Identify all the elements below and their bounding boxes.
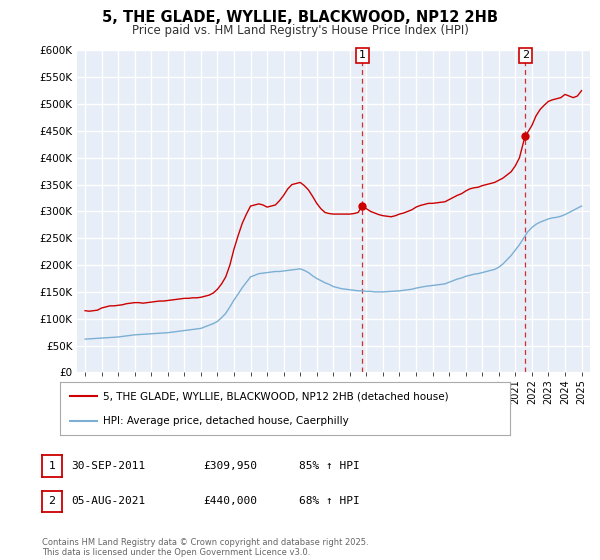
Text: £309,950: £309,950 — [203, 461, 257, 471]
Text: 1: 1 — [49, 461, 55, 471]
Text: 1: 1 — [359, 50, 366, 60]
Text: 5, THE GLADE, WYLLIE, BLACKWOOD, NP12 2HB (detached house): 5, THE GLADE, WYLLIE, BLACKWOOD, NP12 2H… — [103, 391, 448, 402]
Text: Contains HM Land Registry data © Crown copyright and database right 2025.
This d: Contains HM Land Registry data © Crown c… — [42, 538, 368, 557]
Text: 2: 2 — [521, 50, 529, 60]
Text: 05-AUG-2021: 05-AUG-2021 — [71, 496, 145, 506]
Text: Price paid vs. HM Land Registry's House Price Index (HPI): Price paid vs. HM Land Registry's House … — [131, 24, 469, 36]
Text: 85% ↑ HPI: 85% ↑ HPI — [299, 461, 359, 471]
Text: HPI: Average price, detached house, Caerphilly: HPI: Average price, detached house, Caer… — [103, 416, 349, 426]
Text: 68% ↑ HPI: 68% ↑ HPI — [299, 496, 359, 506]
Text: 2: 2 — [49, 496, 55, 506]
Text: 30-SEP-2011: 30-SEP-2011 — [71, 461, 145, 471]
Text: 5, THE GLADE, WYLLIE, BLACKWOOD, NP12 2HB: 5, THE GLADE, WYLLIE, BLACKWOOD, NP12 2H… — [102, 10, 498, 25]
Text: £440,000: £440,000 — [203, 496, 257, 506]
